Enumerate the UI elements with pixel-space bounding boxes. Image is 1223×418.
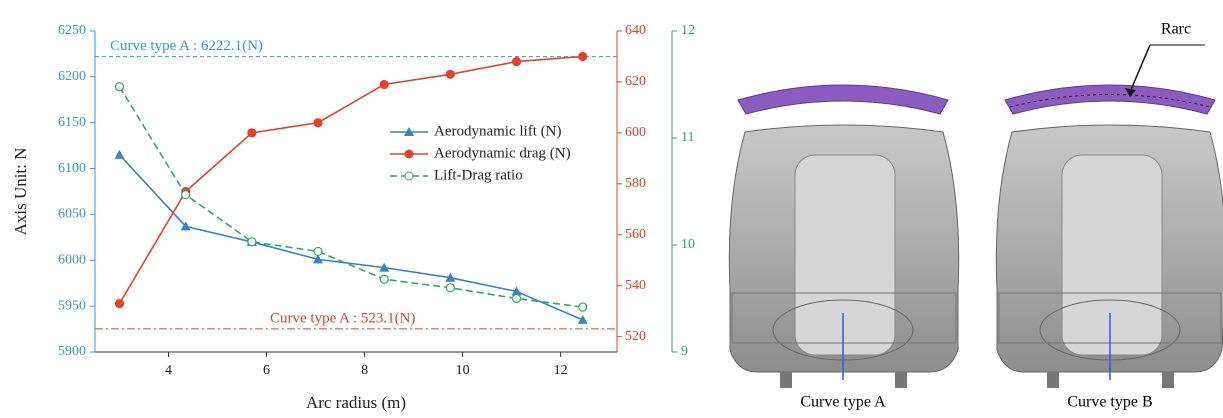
point [446,284,454,292]
y-axis-label: Axis Unit: N [11,148,30,236]
point [115,150,125,159]
y-tick-label: 5900 [58,344,86,359]
y-tick-label: 6250 [58,23,86,38]
point [513,295,521,303]
x-tick-label: 8 [361,363,368,378]
y-tick-label: 6000 [58,253,86,268]
legend-marker [405,172,413,180]
y3-tick-label: 10 [681,237,695,252]
point [182,191,190,199]
y3-tick-label: 11 [681,130,694,145]
point [578,315,588,324]
y-tick-label: 5950 [58,298,86,313]
y2-tick-label: 580 [625,176,646,191]
y2-tick-label: 520 [625,329,646,344]
point [380,275,388,283]
y2-tick-label: 640 [625,23,646,38]
chart: Curve type A Curve type B Rarc 4 6 8 10 12 59… [0,0,1223,418]
reference-label: Curve type A : 523.1(N) [270,310,415,326]
point [446,70,454,78]
legend-label: Aerodynamic lift (N) [434,123,561,139]
x-tick-label: 10 [456,363,470,378]
page: Curve type A Curve type B Rarc 4 6 8 10 12 59… [0,0,1223,418]
y-tick-label: 6050 [58,207,86,222]
y2-tick-label: 620 [625,74,646,89]
point [579,303,587,311]
y-tick-label: 6100 [58,161,86,176]
head-a [729,85,958,388]
y3-tick-label: 9 [681,344,688,359]
y2-tick-label: 540 [625,278,646,293]
point [116,83,124,91]
point [513,58,521,66]
x-tick-label: 4 [165,363,172,378]
legend-marker [405,150,413,158]
head-b [996,45,1223,388]
y2-tick-label: 560 [625,227,646,242]
x-axis-label: Arc radius (m) [306,393,406,412]
legend-label: Aerodynamic drag (N) [434,145,571,161]
y-tick-label: 6200 [58,69,86,84]
reference-label: Curve type A : 6222.1(N) [110,38,263,54]
point [314,119,322,127]
point [248,238,256,246]
y2-tick-label: 600 [625,125,646,140]
point [248,129,256,137]
y-tick-label: 6150 [58,115,86,130]
x-tick-label: 6 [263,363,270,378]
legend-label: Lift-Drag ratio [434,167,523,183]
point [314,247,322,255]
train-heads [729,45,1223,388]
point [579,52,587,60]
panel-annotation: Rarc [1161,21,1191,38]
x-tick-label: 12 [554,363,568,378]
point [380,81,388,89]
y3-tick-label: 12 [681,23,695,38]
point [116,300,124,308]
panel-label: Curve type B [1067,394,1152,411]
panel-label: Curve type A [800,394,886,411]
